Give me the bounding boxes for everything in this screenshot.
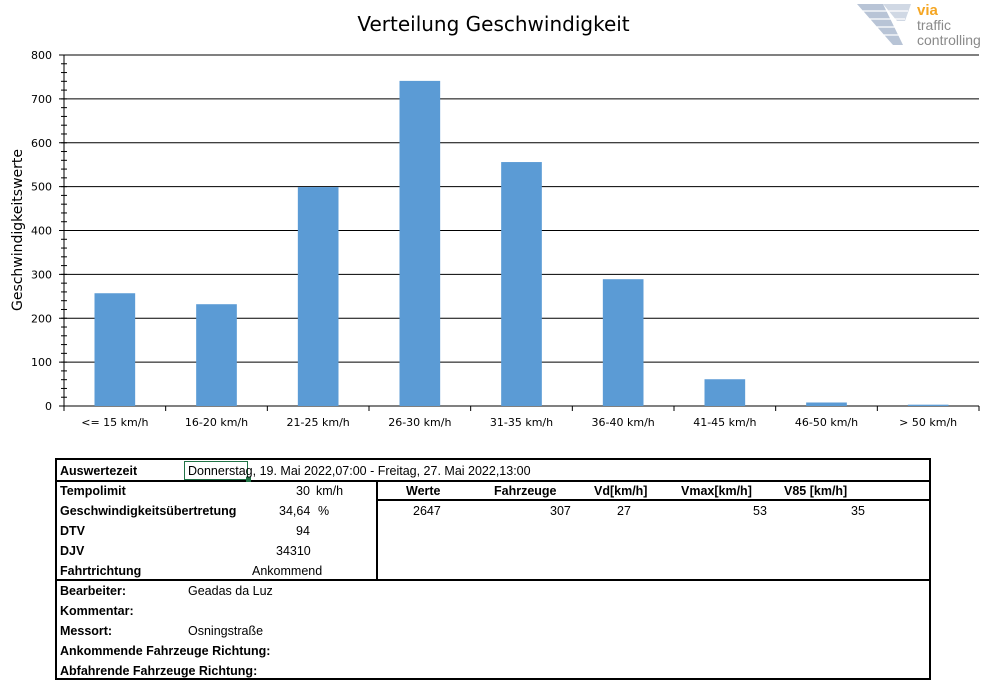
messort-label: Messort: — [60, 624, 113, 638]
stats-value-fahrzeuge: 307 — [550, 504, 571, 518]
divider — [376, 499, 929, 501]
divider — [57, 480, 929, 482]
stats-header-vmax: Vmax[km/h] — [681, 484, 752, 498]
x-tick-label: 26-30 km/h — [388, 416, 451, 429]
x-tick-label: 31-35 km/h — [490, 416, 553, 429]
y-tick-label: 700 — [31, 93, 52, 106]
divider — [57, 579, 929, 581]
bar — [806, 402, 847, 406]
logo-text-controlling: controlling — [917, 32, 981, 48]
auswertezeit-value: Donnerstag, 19. Mai 2022,07:00 - Freitag… — [188, 464, 531, 478]
fahrtrichtung-label: Fahrtrichtung — [60, 564, 142, 578]
stats-value-vmax: 53 — [753, 504, 767, 518]
x-tick-label: 16-20 km/h — [185, 416, 248, 429]
via-traffic-controlling-logo: via traffic controlling — [857, 2, 981, 48]
bar — [297, 187, 339, 406]
tempolimit-value: 30 — [296, 484, 310, 498]
y-tick-label: 500 — [31, 181, 52, 194]
tempolimit-unit: km/h — [316, 484, 344, 498]
x-tick-label: 41-45 km/h — [693, 416, 756, 429]
bar — [196, 304, 237, 406]
dtv-value: 94 — [296, 524, 310, 538]
stats-header-werte: Werte — [406, 484, 441, 498]
divider — [376, 480, 378, 579]
x-tick-label: > 50 km/h — [899, 416, 957, 429]
logo-mark-right — [883, 4, 911, 21]
x-tick-label: <= 15 km/h — [81, 416, 148, 429]
dtv-label: DTV — [60, 524, 85, 538]
ankommende-label: Ankommende Fahrzeuge Richtung: — [60, 644, 271, 658]
speed-distribution-chart: 0 100 200 300 400 500 600 700 800 <= 15 km/h 16-20… — [31, 49, 980, 429]
info-table: Auswertezeit Donnerstag, 19. Mai 2022,07… — [55, 458, 931, 680]
stats-header-fahrzeuge: Fahrzeuge — [494, 484, 557, 498]
djv-value: 34310 — [276, 544, 311, 558]
kommentar-label: Kommentar: — [60, 604, 134, 618]
y-tick-label: 600 — [31, 137, 52, 150]
stats-header-v85: V85 [km/h] — [784, 484, 848, 498]
selected-cell[interactable] — [184, 461, 248, 480]
bearbeiter-label: Bearbeiter: — [60, 584, 126, 598]
y-tick-label: 800 — [31, 49, 52, 62]
tempolimit-label: Tempolimit — [60, 484, 126, 498]
bearbeiter-value: Geadas da Luz — [188, 584, 273, 598]
bar — [602, 279, 644, 406]
logo-text-via: via — [917, 2, 939, 19]
stats-header-vd: Vd[km/h] — [594, 484, 648, 498]
fahrtrichtung-value: Ankommend — [252, 564, 323, 578]
y-tick-label: 0 — [45, 400, 52, 413]
stats-value-werte: 2647 — [413, 504, 441, 518]
logo-text-traffic: traffic — [917, 17, 951, 33]
x-tick-label: 36-40 km/h — [592, 416, 655, 429]
y-tick-label: 200 — [31, 312, 52, 325]
y-tick-label: 300 — [31, 268, 52, 281]
messort-value: Osningstraße — [188, 624, 264, 638]
selection-fill-handle[interactable] — [246, 477, 251, 482]
chart-title: Verteilung Geschwindigkeit — [357, 12, 630, 36]
bar — [704, 379, 746, 406]
stats-value-v85: 35 — [851, 504, 865, 518]
y-tick-label: 100 — [31, 356, 52, 369]
bar — [94, 293, 136, 406]
djv-label: DJV — [60, 544, 85, 558]
stats-value-vd: 27 — [617, 504, 631, 518]
y-tick-label: 400 — [31, 225, 52, 238]
x-tick-label: 21-25 km/h — [287, 416, 350, 429]
bar — [501, 162, 542, 406]
x-tick-label: 46-50 km/h — [795, 416, 858, 429]
uebertretung-unit: % — [318, 504, 330, 518]
uebertretung-label: Geschwindigkeitsübertretung — [60, 504, 237, 518]
bar — [399, 80, 441, 406]
bar — [907, 404, 949, 406]
auswertezeit-label: Auswertezeit — [60, 464, 138, 478]
abfahrende-label: Abfahrende Fahrzeuge Richtung: — [60, 664, 258, 678]
uebertretung-value: 34,64 — [279, 504, 311, 518]
